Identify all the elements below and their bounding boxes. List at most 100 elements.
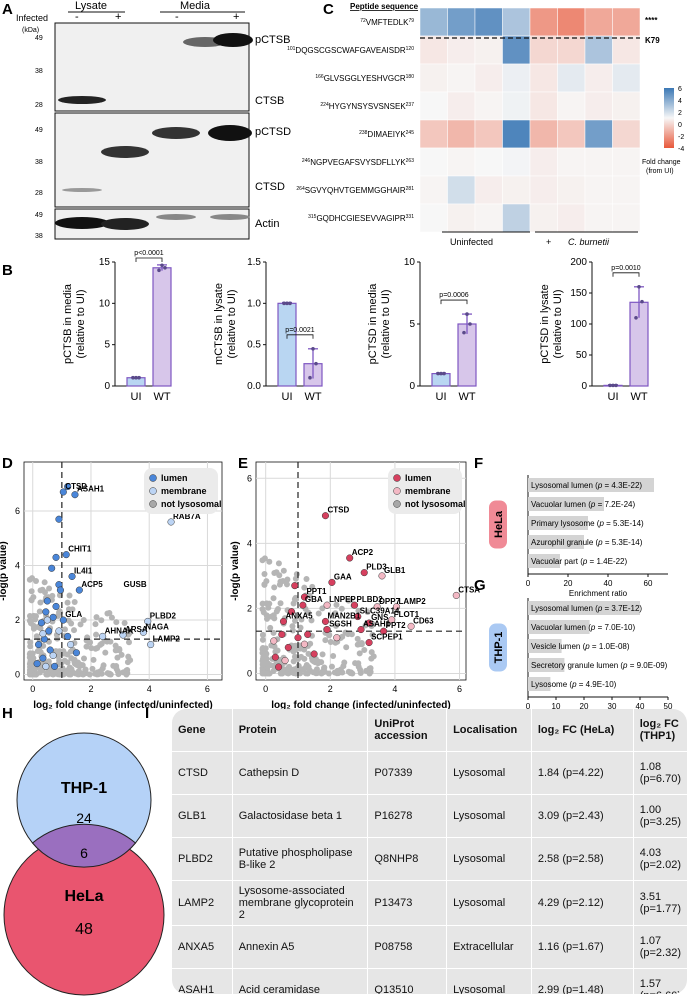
x-tick-label: 10 bbox=[552, 702, 561, 711]
significance-bracket bbox=[440, 299, 468, 305]
heatmap-cell bbox=[612, 203, 641, 233]
heatmap-cell bbox=[419, 119, 448, 149]
protein-point-nonlysosomal bbox=[262, 645, 269, 652]
venn-overlap-count: 6 bbox=[80, 845, 88, 861]
replicate-point bbox=[163, 265, 167, 270]
protein-point-membrane bbox=[407, 622, 415, 630]
protein-point-membrane bbox=[67, 641, 75, 649]
protein-point-nonlysosomal bbox=[264, 670, 271, 677]
heatmap-cell bbox=[419, 35, 448, 65]
protein-point-nonlysosomal bbox=[106, 671, 113, 678]
protein-label-scpep1: SCPEP1 bbox=[371, 633, 403, 642]
protein-point-nonlysosomal bbox=[80, 671, 87, 678]
protein-point-nonlysosomal bbox=[305, 609, 312, 616]
table-cell: Lysosomal bbox=[446, 751, 532, 795]
heatmap-cell bbox=[502, 119, 531, 149]
table-header-localisation: Localisation bbox=[446, 709, 532, 752]
protein-point-lumen bbox=[46, 646, 54, 654]
x-tick-label: 0 bbox=[526, 702, 531, 711]
protein-point-lumen bbox=[287, 608, 296, 616]
x-tick-label: 2 bbox=[88, 684, 93, 694]
heatmap-cell bbox=[474, 35, 503, 65]
x-tick-label: 2 bbox=[328, 684, 333, 694]
y-axis-label: pCTSD in lysate(relative to UI) bbox=[539, 284, 564, 363]
protein-label-ctsd: CTSD bbox=[327, 506, 349, 515]
protein-point-lumen bbox=[350, 601, 359, 609]
protein-point-nonlysosomal bbox=[366, 670, 373, 677]
protein-point-nonlysosomal bbox=[82, 666, 89, 673]
y-tick-label: 1.0 bbox=[247, 298, 261, 309]
protein-label-ppt2: PPT2 bbox=[386, 621, 407, 630]
x-tick-label: 6 bbox=[457, 684, 462, 694]
protein-point-nonlysosomal bbox=[277, 600, 284, 607]
protein-point-nonlysosomal bbox=[93, 631, 100, 638]
protein-point-lumen bbox=[354, 613, 362, 621]
protein-point-nonlysosomal bbox=[327, 638, 334, 645]
p2-tick-49: 49 bbox=[35, 127, 43, 134]
protein-point-nonlysosomal bbox=[271, 615, 278, 622]
protein-point-nonlysosomal bbox=[27, 643, 34, 650]
protein-point-nonlysosomal bbox=[315, 658, 322, 665]
protein-point-lumen bbox=[64, 632, 72, 640]
y-tick-label: 15 bbox=[99, 257, 111, 268]
protein-point-nonlysosomal bbox=[77, 621, 84, 628]
table-header-fc-thp1: log₂ FC (THP1) bbox=[632, 709, 687, 752]
protein-point-lumen bbox=[304, 630, 312, 638]
protein-point-lumen bbox=[59, 616, 67, 624]
heatmap-cell bbox=[529, 203, 558, 233]
protein-point-membrane bbox=[300, 640, 309, 648]
y-tick-label: 5 bbox=[409, 319, 415, 330]
kda-label: (kDa) bbox=[22, 27, 39, 34]
protein-point-nonlysosomal bbox=[29, 654, 36, 661]
heatmap-cell bbox=[557, 203, 586, 233]
y-tick-label: 150 bbox=[570, 288, 587, 299]
protein-point-nonlysosomal bbox=[307, 640, 314, 647]
protein-point-nonlysosomal bbox=[275, 560, 282, 567]
protein-point-nonlysosomal bbox=[36, 669, 43, 676]
legend-label-1: membrane bbox=[405, 486, 451, 496]
replicate-point bbox=[288, 301, 292, 306]
protein-point-nonlysosomal bbox=[88, 645, 95, 652]
bar-ui bbox=[431, 373, 451, 387]
replicate-point bbox=[285, 301, 289, 306]
x-tick-label: 20 bbox=[580, 702, 589, 711]
protein-point-nonlysosomal bbox=[46, 585, 53, 592]
protein-point-nonlysosomal bbox=[343, 644, 350, 651]
y-tick-label: 2 bbox=[15, 615, 20, 625]
peptide-label-4: 238DIMAEIYK245 bbox=[359, 130, 414, 139]
protein-point-lumen bbox=[346, 554, 354, 562]
y-tick-label: 0 bbox=[409, 381, 415, 392]
enrichment-term: Lysosomal lumen (p = 3.7E-12) bbox=[531, 604, 642, 613]
table-cell: 1.16 (p=1.67) bbox=[530, 925, 634, 969]
heatmap-cell bbox=[474, 119, 503, 149]
heatmap-cell bbox=[502, 91, 531, 121]
protein-point-nonlysosomal bbox=[276, 572, 283, 579]
p1-tick-38: 38 bbox=[35, 68, 43, 75]
peptide-label-1: 101DQGSCGSCWAFGAVEAISDR120 bbox=[287, 46, 414, 55]
protein-point-nonlysosomal bbox=[30, 594, 37, 601]
enrichment-bar bbox=[528, 677, 551, 691]
protein-point-nonlysosomal bbox=[352, 660, 359, 667]
panel-label-a: A bbox=[2, 1, 13, 18]
protein-point-lumen bbox=[33, 660, 41, 668]
legend-swatch-2 bbox=[393, 500, 401, 508]
table-cell: P13473 bbox=[367, 880, 447, 926]
band-label-pctsd: pCTSD bbox=[255, 126, 291, 138]
table-cell: 2.58 (p=2.58) bbox=[530, 837, 634, 881]
protein-label-il4i1: IL4I1 bbox=[74, 566, 93, 575]
protein-point-nonlysosomal bbox=[298, 616, 305, 623]
gene-table: Gene Protein UniProt accession Localisat… bbox=[172, 709, 687, 994]
protein-point-nonlysosomal bbox=[319, 651, 326, 658]
protein-label-sgsh: SGSH bbox=[329, 620, 352, 629]
x-tick-label: 4 bbox=[147, 684, 152, 694]
protein-point-nonlysosomal bbox=[61, 626, 68, 633]
protein-point-nonlysosomal bbox=[292, 575, 299, 582]
protein-point-nonlysosomal bbox=[263, 578, 270, 585]
protein-point-nonlysosomal bbox=[266, 600, 273, 607]
enrichment-term: Azurophil granule (p = 5.3E-14) bbox=[531, 538, 643, 547]
heatmap-cell bbox=[584, 147, 613, 177]
protein-point-nonlysosomal bbox=[300, 666, 307, 673]
protein-point-nonlysosomal bbox=[297, 624, 304, 631]
protein-label-glb1: GLB1 bbox=[384, 566, 406, 575]
x-tick-label: 4 bbox=[392, 684, 397, 694]
